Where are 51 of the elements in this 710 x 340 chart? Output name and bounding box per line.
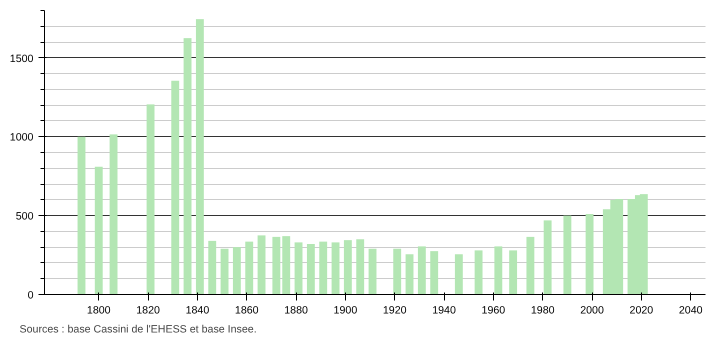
x-tick-label: 1820 — [136, 304, 160, 316]
x-tick-label: 1940 — [432, 304, 456, 316]
bar — [110, 134, 118, 294]
x-tick-label: 1880 — [284, 304, 308, 316]
bar — [146, 104, 154, 294]
bar — [220, 248, 228, 294]
bar — [393, 248, 402, 294]
x-tick-label: 1900 — [334, 304, 358, 316]
x-tick-label: 1840 — [186, 304, 210, 316]
bar — [306, 244, 315, 294]
bar — [196, 19, 204, 294]
x-tick-label: 1920 — [382, 304, 407, 316]
bar — [454, 254, 463, 294]
bar — [494, 246, 502, 294]
bar — [232, 247, 241, 294]
bar — [258, 235, 266, 294]
bar — [78, 136, 86, 294]
bar — [509, 250, 518, 294]
bar — [406, 254, 414, 294]
bar — [171, 80, 180, 294]
bar — [94, 166, 103, 294]
x-tick-label: 1860 — [234, 304, 259, 316]
x-tick-label: 1800 — [86, 304, 111, 316]
bar — [245, 242, 254, 294]
y-tick-label: 500 — [16, 210, 34, 223]
x-tick-label: 1960 — [482, 304, 506, 316]
bar — [430, 251, 438, 294]
bar — [368, 248, 376, 294]
bar — [282, 236, 290, 294]
bar — [526, 236, 534, 294]
source-note: Sources : base Cassini de l'EHESS et base Insee. — [20, 324, 257, 336]
bar — [319, 242, 328, 294]
x-tick-label: 1980 — [530, 304, 555, 316]
bar — [184, 38, 192, 294]
bar — [563, 216, 572, 294]
x-tick-label: 2040 — [678, 304, 703, 316]
y-tick-label: 1500 — [10, 52, 34, 65]
bar — [332, 242, 340, 294]
bar — [474, 250, 483, 294]
x-tick-label: 2000 — [580, 304, 604, 316]
bar — [294, 242, 302, 294]
x-tick-label: 2020 — [630, 304, 654, 316]
bar — [344, 240, 352, 294]
bar — [272, 236, 280, 294]
bar — [208, 240, 216, 294]
bar — [356, 239, 364, 294]
bar — [418, 246, 426, 294]
y-tick-label: 1000 — [10, 132, 34, 144]
bar — [544, 220, 552, 294]
y-tick-label: 0 — [28, 290, 34, 302]
bar — [586, 214, 594, 294]
